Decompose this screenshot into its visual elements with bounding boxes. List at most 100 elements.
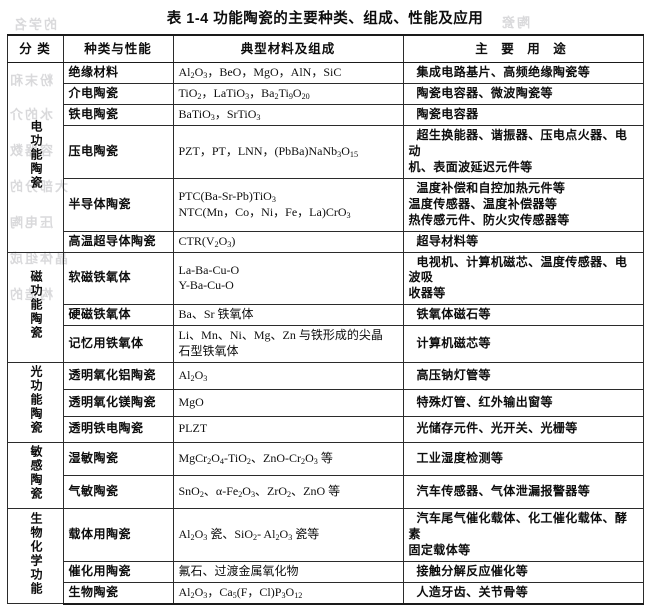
material-cell: CTR(V2O3) bbox=[172, 230, 404, 253]
kind-cell: 透明氧化镁陶瓷 bbox=[62, 388, 174, 417]
material-cell: Al2O3 瓷、SiO2- Al2O3 瓷等 bbox=[172, 508, 404, 563]
kind-cell: 软磁铁氧体 bbox=[62, 251, 174, 306]
kind-cell: 半导体陶瓷 bbox=[62, 177, 174, 232]
use-cell: 汽车传感器、气体泄漏报警器等 bbox=[402, 475, 644, 510]
material-cell: Al2O3，BeO，MgO，AlN，SiC bbox=[172, 62, 404, 84]
table-row: 生物化学功能 载体用陶瓷 Al2O3 瓷、SiO2- Al2O3 瓷等 汽车尾气催化载… bbox=[6, 508, 644, 605]
table-row: 磁功能陶瓷 软磁铁氧体 La-Ba-Cu-O Y-Ba-Cu-O 电视机、计算机磁芯、温… bbox=[6, 251, 644, 364]
use-cell: 陶瓷电容器 bbox=[402, 103, 644, 126]
use-cell: 电视机、计算机磁芯、温度传感器、电波吸 收器等 bbox=[402, 251, 644, 306]
category-cell: 电功能陶瓷 bbox=[6, 62, 64, 253]
table-row: 生物陶瓷 Al2O3，Ca5(F，Cl)P3O12 人造牙齿、关节骨等 bbox=[7, 581, 644, 605]
use-cell: 铁氧体磁石等 bbox=[402, 304, 644, 327]
kind-cell: 铁电陶瓷 bbox=[62, 103, 174, 126]
use-cell: 高压钠灯管等 bbox=[402, 362, 644, 390]
use-cell: 超生换能器、谐振器、压电点火器、电动 机、表面波延迟元件等 bbox=[402, 124, 644, 179]
use-line: 汽车尾气催化载体、化工催化载体、酵素 bbox=[408, 511, 628, 542]
table-row: 电功能陶瓷 绝缘材料 Al2O3，BeO，MgO，AlN，SiC 集成电路基片、高频绝… bbox=[6, 62, 644, 253]
material-line: PZT，PT，LNN，(PbBa)NaNb3O15 bbox=[178, 143, 359, 159]
category-cell: 磁功能陶瓷 bbox=[6, 251, 64, 364]
kind-cell: 湿敏陶瓷 bbox=[62, 442, 174, 477]
use-line: 汽车传感器、气体泄漏报警器等 bbox=[416, 484, 591, 499]
table-row: 高温超导体陶瓷 CTR(V2O3) 超导材料等 bbox=[7, 230, 644, 253]
table-row: 压电陶瓷 PZT，PT，LNN，(PbBa)NaNb3O15 超生换能器、谐振器、压… bbox=[7, 124, 644, 179]
material-line: PLZT bbox=[178, 421, 208, 436]
kind-cell: 绝缘材料 bbox=[62, 62, 174, 84]
material-cell: PZT，PT，LNN，(PbBa)NaNb3O15 bbox=[172, 124, 404, 179]
material-line: Al2O3 bbox=[178, 368, 208, 384]
use-line: 集成电路基片、高频绝缘陶瓷等 bbox=[416, 65, 591, 79]
kind-cell: 催化用陶瓷 bbox=[62, 561, 174, 583]
use-cell: 特殊灯管、红外输出窗等 bbox=[402, 388, 644, 417]
use-line: 超生换能器、谐振器、压电点火器、电动 bbox=[408, 127, 628, 158]
column-header-kind: 种类与性能 bbox=[62, 34, 174, 63]
table-body: 电功能陶瓷 绝缘材料 Al2O3，BeO，MgO，AlN，SiC 集成电路基片、高频绝… bbox=[6, 62, 644, 605]
use-line: 陶瓷电容器 bbox=[416, 106, 479, 121]
use-line: 接触分解反应催化等 bbox=[416, 564, 529, 579]
category-label: 敏感陶瓷 bbox=[28, 445, 43, 502]
table-row: 介电陶瓷 TiO2，LaTiO3，Ba2Ti9O20 陶瓷电容器、微波陶瓷等 bbox=[7, 82, 644, 105]
material-line: PTC(Ba-Sr-Pb)TiO3 bbox=[178, 188, 276, 204]
functional-ceramics-table: 分 类 种类与性能 典型材料及组成 主 要 用 途 电功能陶瓷 绝缘材料 Al2O3… bbox=[6, 34, 644, 605]
column-header-category: 分 类 bbox=[6, 34, 64, 63]
material-cell: Ba、Sr 铁氧体 bbox=[172, 304, 404, 327]
use-cell: 计算机磁芯等 bbox=[402, 325, 644, 364]
table-row: 硬磁铁氧体 Ba、Sr 铁氧体 铁氧体磁石等 bbox=[7, 304, 644, 327]
use-cell: 汽车尾气催化载体、化工催化载体、酵素 固定载体等 bbox=[402, 508, 644, 563]
table-row: 透明氧化镁陶瓷 MgO 特殊灯管、红外输出窗等 bbox=[7, 388, 644, 417]
column-header-use: 主 要 用 途 bbox=[402, 34, 644, 63]
use-cell: 集成电路基片、高频绝缘陶瓷等 bbox=[402, 62, 644, 84]
material-cell: PTC(Ba-Sr-Pb)TiO3 NTC(Mn，Co，Ni，Fe，La)CrO3 bbox=[172, 177, 404, 232]
kind-cell: 介电陶瓷 bbox=[62, 82, 174, 105]
table-row: 光功能陶瓷 透明氧化铝陶瓷 Al2O3 高压钠灯管等 bbox=[6, 362, 644, 444]
category-cell: 光功能陶瓷 bbox=[6, 362, 64, 444]
material-line: La-Ba-Cu-O bbox=[178, 262, 240, 277]
use-line: 温度传感器、温度补偿器等 bbox=[408, 196, 558, 211]
use-cell: 超导材料等 bbox=[402, 230, 644, 253]
use-cell: 工业湿度检测等 bbox=[402, 442, 644, 477]
material-line: Al2O3，BeO，MgO，AlN，SiC bbox=[178, 65, 342, 81]
use-cell: 接触分解反应催化等 bbox=[402, 561, 644, 583]
material-cell: Al2O3 bbox=[172, 362, 404, 390]
material-cell: MgO bbox=[172, 388, 404, 417]
use-line: 超导材料等 bbox=[416, 233, 479, 248]
material-line: NTC(Mn，Co，Ni，Fe，La)CrO3 bbox=[178, 204, 351, 220]
table-row: 催化用陶瓷 氟石、过渡金属氧化物 接触分解反应催化等 bbox=[7, 561, 644, 583]
material-line: Ba、Sr 铁氧体 bbox=[178, 307, 254, 322]
use-line: 人造牙齿、关节骨等 bbox=[416, 584, 529, 599]
kind-cell: 压电陶瓷 bbox=[62, 124, 174, 179]
use-line: 机、表面波延迟元件等 bbox=[408, 159, 533, 174]
use-line: 计算机磁芯等 bbox=[416, 336, 491, 351]
table-row: 敏感陶瓷 湿敏陶瓷 MgCr2O4-TiO2、ZnO-Cr2O3 等 工业湿度检测等 bbox=[6, 442, 644, 510]
material-line: MgCr2O4-TiO2、ZnO-Cr2O3 等 bbox=[178, 451, 333, 467]
material-cell: BaTiO3，SrTiO3 bbox=[172, 103, 404, 126]
kind-cell: 生物陶瓷 bbox=[62, 581, 174, 605]
material-cell: Li、Mn、Ni、Mg、Zn 与铁形成的尖晶 石型铁氧体 bbox=[172, 325, 404, 364]
table-caption: 表 1-4 功能陶瓷的主要种类、组成、性能及应用 bbox=[166, 11, 484, 27]
use-cell: 陶瓷电容器、微波陶瓷等 bbox=[402, 82, 644, 105]
material-line: Y-Ba-Cu-O bbox=[178, 278, 234, 293]
kind-cell: 高温超导体陶瓷 bbox=[62, 230, 174, 253]
material-line: 氟石、过渡金属氧化物 bbox=[178, 564, 299, 579]
kind-cell: 载体用陶瓷 bbox=[62, 508, 174, 563]
material-cell: La-Ba-Cu-O Y-Ba-Cu-O bbox=[172, 251, 404, 306]
category-label: 生物化学功能 bbox=[28, 511, 43, 596]
category-cell: 生物化学功能 bbox=[6, 508, 64, 605]
material-line: Al2O3 瓷、SiO2- Al2O3 瓷等 bbox=[178, 527, 320, 543]
material-line: SnO2、α-Fe2O3、ZrO2、ZnO 等 bbox=[178, 484, 341, 500]
use-line: 电视机、计算机磁芯、温度传感器、电波吸 bbox=[408, 254, 628, 285]
category-label: 电功能陶瓷 bbox=[28, 119, 43, 190]
table-row: 气敏陶瓷 SnO2、α-Fe2O3、ZrO2、ZnO 等 汽车传感器、气体泄漏报警器… bbox=[7, 475, 644, 510]
use-line: 高压钠灯管等 bbox=[416, 368, 491, 383]
category-label: 光功能陶瓷 bbox=[28, 365, 43, 436]
material-line: BaTiO3，SrTiO3 bbox=[178, 106, 261, 123]
material-cell: SnO2、α-Fe2O3、ZrO2、ZnO 等 bbox=[172, 475, 404, 510]
kind-cell: 透明氧化铝陶瓷 bbox=[62, 362, 174, 390]
use-cell: 光储存元件、光开关、光栅等 bbox=[402, 415, 644, 444]
material-cell: TiO2，LaTiO3，Ba2Ti9O20 bbox=[172, 82, 404, 105]
scanned-table-page: 的学名 陶瓷 粉末和 水的介 容器数 大部分的 压电陶 晶体组成 构造的 表 1… bbox=[6, 11, 644, 605]
table-row: 铁电陶瓷 BaTiO3，SrTiO3 陶瓷电容器 bbox=[7, 103, 644, 126]
material-cell: Al2O3，Ca5(F，Cl)P3O12 bbox=[172, 581, 404, 605]
material-line: 石型铁氧体 bbox=[178, 344, 239, 359]
use-cell: 人造牙齿、关节骨等 bbox=[402, 581, 644, 605]
